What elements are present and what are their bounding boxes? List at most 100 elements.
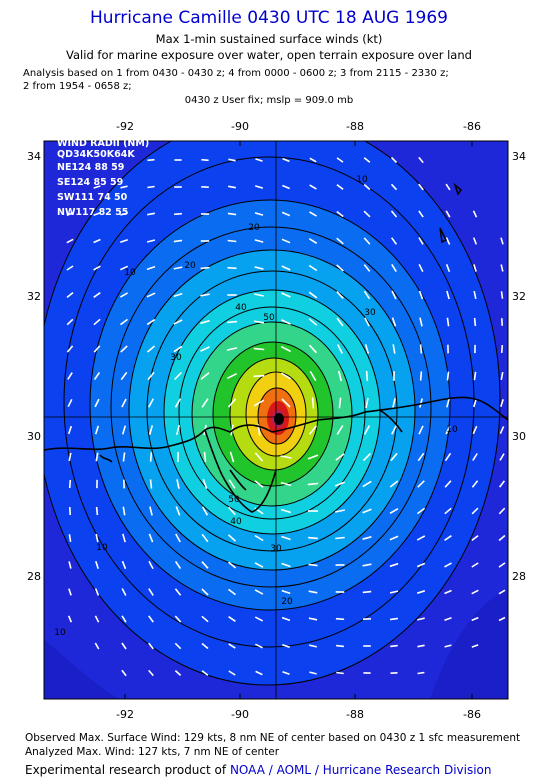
- lon-tick-top: -86: [463, 120, 481, 133]
- wind-vector: [119, 265, 129, 271]
- wind-vector: [68, 588, 72, 596]
- wind-vector: [500, 237, 504, 245]
- wind-vector: [471, 589, 479, 595]
- lon-tick-bottom: -90: [231, 708, 249, 721]
- lon-tick-bottom: -92: [116, 708, 134, 721]
- wind-vector: [147, 158, 155, 162]
- wind-vector: [148, 533, 154, 543]
- analyzed-max-wind: Analyzed Max. Wind: 127 kts, 7 nm NE of …: [25, 746, 280, 758]
- wind-vector: [416, 590, 426, 594]
- wind-vector: [282, 184, 290, 190]
- wind-vector: [472, 210, 478, 218]
- wind-vector: [335, 481, 345, 487]
- wind-vector: [120, 318, 128, 326]
- wind-vector: [68, 534, 72, 542]
- wind-vector: [253, 320, 265, 324]
- wind-vector: [308, 563, 318, 567]
- wind-field: 10 10 10 10 10 20 20 20 30 30 30 40 40 50 50: [44, 141, 508, 699]
- wind-vector: [390, 452, 398, 462]
- lat-tick-right: 28: [512, 570, 526, 583]
- hrd-link[interactable]: NOAA / AOML / Hurricane Research Divisio…: [229, 763, 492, 777]
- wind-vector: [200, 372, 210, 380]
- wind-vector: [67, 615, 73, 623]
- wind-vector: [418, 425, 424, 435]
- wind-vector: [444, 452, 452, 462]
- wind-vector: [121, 615, 127, 623]
- wind-vector: [364, 344, 370, 354]
- wind-vector: [94, 615, 100, 623]
- wind-vector: [201, 506, 209, 516]
- wind-vector: [308, 590, 318, 594]
- contour-label: 40: [235, 303, 247, 313]
- contour-label: 10: [356, 175, 368, 185]
- wind-vector: [93, 212, 101, 216]
- wind-vector: [254, 239, 264, 243]
- wind-vector: [228, 616, 236, 622]
- wind-vector: [68, 479, 72, 489]
- wind-vector: [229, 451, 235, 463]
- map-title: Hurricane Camille 0430 UTC 18 AUG 1969: [90, 8, 448, 28]
- wind-vector: [471, 534, 479, 542]
- wind-vector: [121, 560, 127, 570]
- wind-vector: [446, 371, 450, 381]
- contour-label: 10: [54, 628, 66, 638]
- wind-vector: [282, 670, 290, 676]
- wind-vector: [308, 536, 318, 540]
- wind-vector: [416, 535, 426, 541]
- wind-vector: [147, 371, 155, 381]
- wind-vector: [498, 562, 506, 568]
- wind-vector: [499, 426, 505, 434]
- wind-vector: [226, 347, 238, 351]
- wind-vector: [336, 157, 344, 163]
- wind-vector: [446, 317, 450, 327]
- wind-vector: [444, 617, 452, 621]
- wind-vector: [66, 345, 74, 353]
- wind-vector: [280, 481, 292, 487]
- wind-vector: [94, 588, 100, 596]
- island-outline: [439, 227, 448, 244]
- wind-radii-row-se: SE124 85 59: [57, 177, 124, 188]
- wind-vector: [335, 453, 345, 461]
- credit-prefix: Experimental research product of: [25, 763, 227, 777]
- wind-vector: [389, 508, 399, 514]
- wind-vector: [444, 562, 452, 568]
- wind-vector: [391, 263, 397, 273]
- wind-vector: [281, 616, 291, 622]
- wind-vector: [281, 535, 291, 541]
- wind-vector: [68, 561, 72, 569]
- wind-vector: [390, 156, 398, 164]
- wind-vector: [95, 506, 99, 516]
- wind-vector: [338, 397, 342, 409]
- wind-vector: [389, 590, 399, 594]
- wind-vector: [201, 533, 209, 543]
- axis-ticks: -92 -92 -90 -90 -88 -88 -86 -86 34 34 32 32 30 30 28 28: [27, 120, 526, 721]
- wind-vector: [121, 669, 127, 677]
- wind-vector: [498, 507, 506, 515]
- wind-vector: [336, 344, 344, 354]
- wind-vector: [446, 398, 450, 408]
- wind-vector: [93, 292, 101, 298]
- wind-vector: [445, 183, 451, 191]
- wind-vector: [336, 671, 344, 675]
- wind-vector: [121, 425, 127, 435]
- wind-vector: [228, 588, 236, 596]
- wind-vector: [500, 291, 504, 299]
- wind-vector: [227, 212, 237, 216]
- wind-vector: [391, 425, 397, 435]
- lat-tick-right: 32: [512, 290, 526, 303]
- lon-tick-bottom: -86: [463, 708, 481, 721]
- wind-vector: [417, 452, 425, 462]
- wind-vector: [121, 398, 127, 408]
- wind-vector: [389, 480, 399, 488]
- wind-vector: [365, 397, 369, 409]
- wind-vector: [254, 185, 264, 189]
- wind-vector: [336, 425, 344, 435]
- wind-vector: [148, 588, 154, 596]
- wind-radii-header: QD34K50K64K: [57, 149, 135, 160]
- graticule: [44, 141, 508, 699]
- wind-vector: [445, 425, 451, 435]
- map-subtitle-wind: Max 1-min sustained surface winds (kt): [155, 32, 383, 46]
- wind-vector: [227, 266, 237, 270]
- lat-tick-left: 34: [27, 150, 41, 163]
- wind-vector: [418, 263, 424, 273]
